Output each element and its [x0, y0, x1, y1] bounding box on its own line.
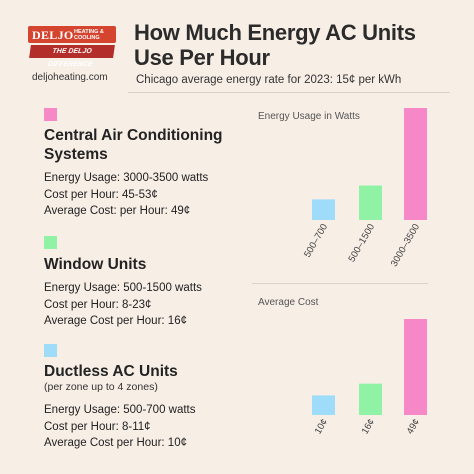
bar-cost-0 [312, 395, 335, 415]
page-subtitle: Chicago average energy rate for 2023: 15… [136, 74, 402, 86]
header-divider [128, 92, 450, 93]
tick-label-cost-1: 16¢ [360, 417, 377, 436]
cost-per-hour-text: Cost per Hour: 8-23¢ [44, 298, 152, 311]
chart-separator [252, 283, 428, 284]
logo-banner: DELJO HEATING & COOLING [28, 26, 116, 43]
energy-chart-title: Energy Usage in Watts [258, 111, 360, 122]
energy-usage-text: Energy Usage: 500-700 watts [44, 404, 196, 416]
average-cost-text: Average Cost per Hour: 16¢ [44, 315, 187, 327]
section-ductless: Ductless AC Units (per zone up to 4 zone… [44, 362, 244, 452]
bar-energy-2 [404, 108, 427, 220]
energy-usage-text: Energy Usage: 500-1500 watts [44, 282, 202, 294]
average-cost-text: Average Cost per Hour: 10¢ [44, 437, 187, 449]
section-details: Energy Usage: 500-700 watts Cost per Hou… [44, 402, 244, 452]
tick-label-cost-2: 49¢ [405, 417, 422, 436]
tick-label-energy-0: 500–700 [302, 222, 330, 260]
bar-cost-2 [404, 319, 427, 415]
section-note: (per zone up to 4 zones) [44, 381, 158, 393]
deljo-logo: DELJO HEATING & COOLING THE DELJO DIFFER… [28, 26, 116, 68]
section-title: Window Units [44, 256, 147, 273]
section-title: Ductless AC Units [44, 363, 178, 380]
section-title: Central Air Conditioning Systems [44, 127, 223, 163]
page-title: How Much Energy AC Units Use Per Hour [134, 20, 416, 70]
tick-label-cost-0: 10¢ [313, 417, 330, 436]
average-cost-text: Average Cost: per Hour: 49¢ [44, 205, 191, 217]
bar-cost-1 [359, 383, 382, 415]
section-window-units: Window Units Energy Usage: 500-1500 watt… [44, 255, 244, 330]
logo-brand-name: DELJO [32, 28, 74, 42]
bar-energy-1 [359, 185, 382, 220]
section-central-air: Central Air Conditioning Systems Energy … [44, 126, 244, 220]
energy-usage-text: Energy Usage: 3000-3500 watts [44, 172, 209, 184]
central-air-swatch [44, 108, 57, 121]
window-units-swatch [44, 236, 57, 249]
section-details: Energy Usage: 500-1500 watts Cost per Ho… [44, 280, 244, 330]
cost-per-hour-text: Cost per Hour: 45-53¢ [44, 188, 158, 201]
section-details: Energy Usage: 3000-3500 watts Cost per H… [44, 170, 244, 220]
tick-label-energy-1: 500–1500 [346, 222, 377, 264]
bar-energy-0 [312, 199, 335, 220]
website-link[interactable]: deljoheating.com [32, 72, 108, 83]
ductless-swatch [44, 344, 57, 357]
tick-label-energy-2: 3000–3500 [389, 222, 422, 269]
cost-chart-title: Average Cost [258, 297, 319, 308]
logo-brand-sub: HEATING & COOLING [74, 29, 104, 41]
cost-per-hour-text: Cost per Hour: 8-11¢ [44, 420, 151, 433]
